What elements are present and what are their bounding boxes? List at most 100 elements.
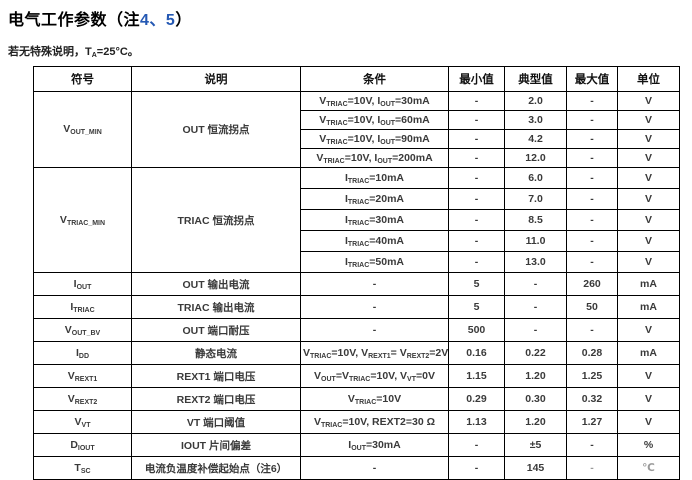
min-cell: 0.16 bbox=[448, 341, 505, 365]
condition-cell: VTRIAC=10V, IOUT=90mA bbox=[300, 129, 449, 149]
table-row: TSC 电流负温度补偿起始点（注6） - -145- ℃ bbox=[33, 456, 680, 480]
typ-cell: - bbox=[504, 272, 567, 296]
min-cell: 5 bbox=[448, 272, 505, 296]
typ-cell: 11.0 bbox=[504, 230, 567, 252]
max-cell: 0.32 bbox=[566, 387, 618, 411]
max-cell: - bbox=[566, 129, 618, 149]
typ-cell: 6.0 bbox=[504, 167, 567, 189]
condition-cell: - bbox=[300, 295, 449, 319]
max-cell: 0.28 bbox=[566, 341, 618, 365]
description-cell: TRIAC 输出电流 bbox=[131, 295, 301, 319]
parameters-table: 符号 说明 条件 最小值 典型值 最大值 单位 VOUT_MIN OUT 恒流拐点 VTRIAC… bbox=[33, 66, 680, 480]
description-cell: OUT 输出电流 bbox=[131, 272, 301, 296]
table-row: DIOUT IOUT 片间偏差 IOUT=30mA - ±5-% bbox=[33, 433, 680, 457]
symbol-cell: TSC bbox=[33, 456, 132, 480]
unit-cell: V bbox=[617, 188, 680, 210]
max-cell: - bbox=[566, 91, 618, 111]
min-cell: - bbox=[448, 456, 505, 480]
min-cell: - bbox=[448, 110, 505, 130]
table-row: VTRIAC=10V, IOUT=60mA -3.0- V bbox=[34, 110, 680, 130]
min-cell: - bbox=[448, 209, 505, 231]
unit-cell: V bbox=[617, 148, 680, 168]
typ-cell: 8.5 bbox=[504, 209, 567, 231]
typ-cell: 2.0 bbox=[504, 91, 567, 111]
table-row: VTRIAC_MIN TRIAC 恒流拐点 ITRIAC=10mA -6.0- V bbox=[33, 167, 680, 273]
max-cell: 1.27 bbox=[566, 410, 618, 434]
typ-cell: 7.0 bbox=[504, 188, 567, 210]
typ-cell: 1.20 bbox=[504, 410, 567, 434]
unit-cell: mA bbox=[617, 341, 680, 365]
condition-cell: VOUT=VTRIAC=10V, VVT=0V bbox=[300, 364, 449, 388]
table-row: IOUT OUT 输出电流 -5-260 mA bbox=[33, 272, 680, 296]
condition-cell: - bbox=[300, 272, 449, 296]
max-cell: - bbox=[566, 456, 618, 480]
condition-cell: ITRIAC=20mA bbox=[300, 188, 449, 210]
unit-cell: ℃ bbox=[617, 456, 680, 480]
typ-cell: 4.2 bbox=[504, 129, 567, 149]
unit-cell: V bbox=[617, 167, 680, 189]
page-title: 电气工作参数（注4、5） bbox=[8, 6, 692, 30]
table-row: VOUT_BV OUT 端口耐压 -500- - V bbox=[33, 318, 680, 342]
typ-cell: 12.0 bbox=[504, 148, 567, 168]
min-cell: - bbox=[448, 148, 505, 168]
condition-cell: ITRIAC=30mA bbox=[300, 209, 449, 231]
unit-cell: V bbox=[617, 387, 680, 411]
symbol-cell: VOUT_BV bbox=[33, 318, 132, 342]
max-cell: - bbox=[566, 110, 618, 130]
max-cell: - bbox=[566, 318, 618, 342]
max-cell: - bbox=[566, 433, 618, 457]
table-row: VREXT2 REXT2 端口电压 VTRIAC=10V 0.29 0.30 0.32 V bbox=[33, 387, 680, 411]
symbol-cell: VOUT_MIN bbox=[33, 91, 132, 168]
min-cell: 5 bbox=[448, 295, 505, 319]
min-cell: 1.13 bbox=[448, 410, 505, 434]
table-row: IDD 静态电流 VTRIAC=10V, VREXT1= VREXT2=2V 0.16… bbox=[33, 341, 680, 365]
min-cell: - bbox=[448, 251, 505, 273]
symbol-cell: IOUT bbox=[33, 272, 132, 296]
page-title-note-numbers: 4、5 bbox=[140, 12, 176, 29]
condition-cell: VTRIAC=10V, VREXT1= VREXT2=2V bbox=[300, 341, 449, 365]
min-cell: 500 bbox=[448, 318, 505, 342]
typ-cell: ±5 bbox=[504, 433, 567, 457]
symbol-cell: ITRIAC bbox=[33, 295, 132, 319]
typ-cell: - bbox=[504, 318, 567, 342]
typ-cell: 3.0 bbox=[504, 110, 567, 130]
typ-cell: 13.0 bbox=[504, 251, 567, 273]
page-title-close-paren: ） bbox=[175, 12, 192, 29]
condition-note: 若无特殊说明，TA=25°C。 bbox=[8, 46, 139, 59]
condition-cell: VTRIAC=10V bbox=[300, 387, 449, 411]
column-header: 条件 bbox=[300, 66, 449, 92]
condition-cell: - bbox=[300, 456, 449, 480]
symbol-cell: VREXT2 bbox=[33, 387, 132, 411]
unit-cell: V bbox=[617, 364, 680, 388]
condition-cell: VTRIAC=10V, IOUT=60mA bbox=[300, 110, 449, 130]
table-row: ITRIAC=30mA -8.5- V bbox=[34, 209, 680, 231]
table-header-row: 符号 说明 条件 最小值 典型值 最大值 单位 bbox=[33, 66, 680, 92]
unit-cell: V bbox=[617, 318, 680, 342]
max-cell: - bbox=[566, 148, 618, 168]
page-title-text: 电气工作参数（注 bbox=[8, 12, 141, 29]
typ-cell: 1.20 bbox=[504, 364, 567, 388]
max-cell: - bbox=[566, 230, 618, 252]
description-cell: OUT 端口耐压 bbox=[131, 318, 301, 342]
max-cell: - bbox=[566, 167, 618, 189]
description-cell: IOUT 片间偏差 bbox=[131, 433, 301, 457]
column-header: 说明 bbox=[131, 66, 301, 92]
condition-cell: - bbox=[300, 318, 449, 342]
symbol-cell: VREXT1 bbox=[33, 364, 132, 388]
typ-cell: 0.30 bbox=[504, 387, 567, 411]
min-cell: - bbox=[448, 167, 505, 189]
table-row: VOUT_MIN OUT 恒流拐点 VTRIAC=10V, IOUT=30mA -2.… bbox=[33, 91, 680, 168]
min-cell: 0.29 bbox=[448, 387, 505, 411]
table-row: ITRIAC TRIAC 输出电流 -5-50 mA bbox=[33, 295, 680, 319]
unit-cell: V bbox=[617, 410, 680, 434]
max-cell: - bbox=[566, 209, 618, 231]
symbol-cell: DIOUT bbox=[33, 433, 132, 457]
column-header: 单位 bbox=[617, 66, 680, 92]
description-cell: 电流负温度补偿起始点（注6） bbox=[131, 456, 301, 480]
typ-cell: - bbox=[504, 295, 567, 319]
condition-cell: IOUT=30mA bbox=[300, 433, 449, 457]
unit-cell: mA bbox=[617, 272, 680, 296]
table-row: VREXT1 REXT1 端口电压 VOUT=VTRIAC=10V, VVT=0V 1… bbox=[33, 364, 680, 388]
unit-cell: V bbox=[617, 209, 680, 231]
typ-cell: 0.22 bbox=[504, 341, 567, 365]
